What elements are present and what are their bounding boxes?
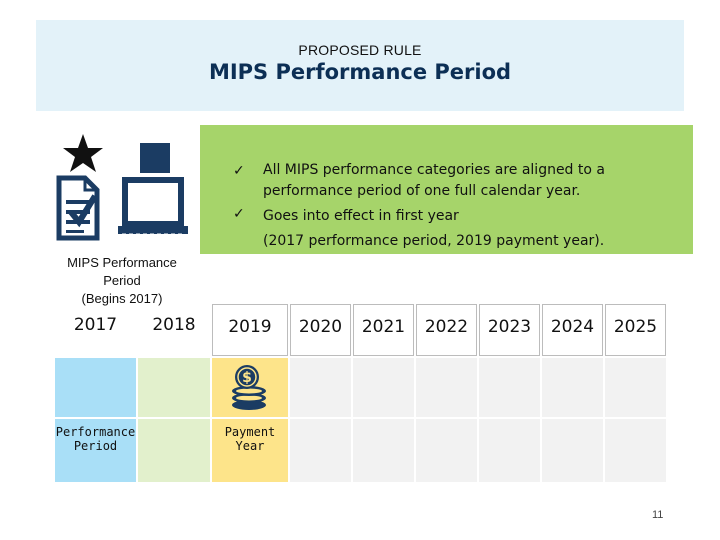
performance-cell-top [55,358,136,417]
year-2022: 2022 [416,304,477,356]
pre-title: PROPOSED RULE [298,42,422,58]
year-2025: 2025 [605,304,666,356]
check-icon: ✓ [233,163,245,179]
performance-cell-bottom: Performance Period [55,419,136,482]
empty-cell [290,419,351,482]
empty-cell [605,419,666,482]
icons-group [56,134,188,241]
empty-cell [416,358,477,417]
empty-cell [542,358,603,417]
svg-text:$: $ [242,370,252,386]
empty-cell [353,419,414,482]
laptop-icon [118,177,188,235]
empty-cell [605,358,666,417]
empty-cell [290,358,351,417]
bullet-1: All MIPS performance categories are alig… [263,160,605,202]
performance-label-line-1: Performance [55,425,136,439]
empty-cell [479,358,540,417]
light-green-cell-top [138,358,210,417]
mips-label-line-3: (Begins 2017) [81,291,163,306]
payment-cell-top: $ [212,358,288,417]
calendar-square-icon [140,143,170,173]
payment-label-line-2: Year [235,439,265,453]
empty-cell [353,358,414,417]
year-2020: 2020 [290,304,351,356]
year-2023: 2023 [479,304,540,356]
coins-icon: $ [232,365,266,410]
performance-period-label: Performance Period [55,419,136,453]
page-number: 11 [652,509,664,521]
performance-label-line-2: Period [73,439,118,453]
payment-cell-bottom: Payment Year [212,419,288,482]
empty-cell [416,419,477,482]
mips-label-line-1: MIPS Performance [67,255,177,270]
bullet-1-line-1: All MIPS performance categories are alig… [263,162,605,178]
star-icon [63,134,103,172]
light-green-cell-bottom [138,419,210,482]
payment-label-line-1: Payment [224,425,276,439]
page-title: MIPS Performance Period [208,60,512,84]
bullet-2: Goes into effect in first year (2017 per… [263,204,604,254]
year-2018: 2018 [152,315,196,335]
year-2017: 2017 [73,315,118,335]
mips-label-line-2: Period [103,273,141,288]
bullet-box [200,125,693,254]
bullet-1-line-2: performance period of one full calendar … [263,183,581,199]
year-2019: 2019 [212,304,288,356]
empty-cell [479,419,540,482]
year-2021: 2021 [353,304,414,356]
empty-cell [542,419,603,482]
document-check-icon [56,175,100,241]
title-band [36,20,684,111]
mips-period-label: MIPS Performance Period (Begins 2017) [52,254,192,308]
bullet-2-line-2: (2017 performance period, 2019 payment y… [263,233,605,249]
check-icon: ✓ [233,206,245,222]
bullet-2-line-1: Goes into effect in first year [263,208,459,224]
year-2024: 2024 [542,304,603,356]
payment-year-label: Payment Year [212,419,288,453]
